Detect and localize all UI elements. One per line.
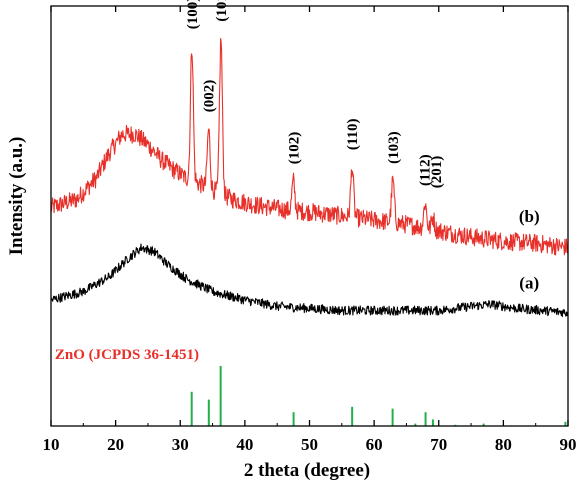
series-line-a [50, 243, 569, 318]
x-tick-label: 40 [236, 435, 253, 454]
peak-label-112: (112) [418, 154, 434, 186]
peak-label-201: (201) [429, 156, 445, 189]
x-axis-title: 2 theta (degree) [244, 460, 370, 481]
x-tick-label: 20 [107, 435, 124, 454]
x-tick-label: 60 [366, 435, 383, 454]
reference-label: ZnO (JCPDS 36-1451) [55, 347, 199, 363]
series-line-b [50, 37, 569, 256]
x-tick-label: 90 [560, 435, 577, 454]
peak-label-102: (102) [286, 132, 302, 165]
x-tick-label: 10 [43, 435, 60, 454]
x-tick-label: 30 [172, 435, 189, 454]
peak-label-101: (101) [214, 0, 230, 22]
y-axis-title: Intensity (a.u.) [6, 137, 27, 256]
series-label-b: (b) [519, 207, 540, 226]
x-tick-label: 50 [301, 435, 318, 454]
peak-label-002: (002) [202, 80, 218, 113]
x-tick-label: 70 [430, 435, 447, 454]
series-label-a: (a) [519, 273, 539, 292]
peak-label-100: (100) [185, 0, 201, 29]
peak-label-103: (103) [386, 131, 402, 164]
peak-label-110: (110) [345, 118, 361, 150]
x-tick-label: 80 [495, 435, 512, 454]
